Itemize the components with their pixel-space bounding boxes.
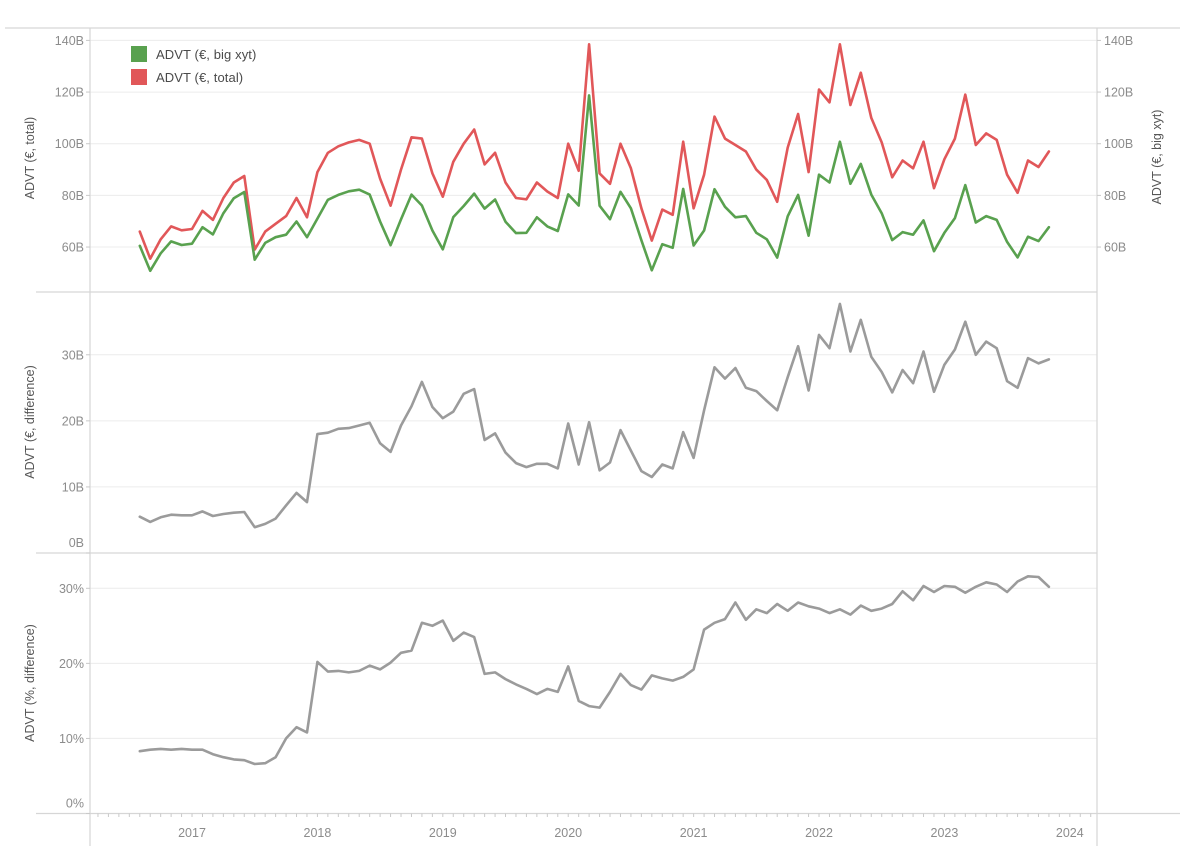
x-tick-label-year: 2020 — [554, 826, 582, 840]
y-tick-label: 10B — [62, 480, 84, 494]
x-tick-label-year: 2021 — [680, 826, 708, 840]
legend: ADVT (€, big xyt) ADVT (€, total) — [131, 46, 256, 85]
y-tick-label: 80B — [62, 189, 84, 203]
y-tick-label: 100B — [55, 137, 84, 151]
y-tick-label: 60B — [62, 241, 84, 255]
x-tick-label-year: 2024 — [1056, 826, 1084, 840]
series-line-advt-big-xyt-[interactable] — [138, 94, 1051, 273]
x-tick-label-year: 2018 — [304, 826, 332, 840]
y-tick-label-right: 100B — [1104, 137, 1133, 151]
y-tick-label-right: 120B — [1104, 86, 1133, 100]
series-line-advt-%-difference-[interactable] — [138, 574, 1051, 766]
x-tick-label-year: 2017 — [178, 826, 206, 840]
y-axis-title-difference-eur: ADVT (€, difference) — [23, 365, 37, 478]
y-axis-title-big-xyt: ADVT (€, big xyt) — [1150, 110, 1164, 205]
x-tick-label-year: 2022 — [805, 826, 833, 840]
y-tick-label: 30B — [62, 348, 84, 362]
y-tick-label: 30% — [59, 582, 84, 596]
y-tick-label-right: 60B — [1104, 241, 1126, 255]
y-tick-label: 10% — [59, 732, 84, 746]
y-tick-label-right: 140B — [1104, 34, 1133, 48]
y-tick-label-right: 80B — [1104, 189, 1126, 203]
y-tick-label: 0% — [66, 797, 84, 811]
series-line-advt-total-[interactable] — [138, 42, 1051, 261]
legend-label-total: ADVT (€, total) — [156, 69, 244, 85]
y-tick-label: 20B — [62, 414, 84, 428]
x-tick-label-year: 2019 — [429, 826, 457, 840]
series-line-advt-difference-[interactable] — [138, 302, 1051, 529]
y-axis-title-total: ADVT (€, total) — [23, 117, 37, 199]
legend-swatch-total — [131, 69, 147, 85]
x-tick-label-year: 2023 — [931, 826, 959, 840]
y-tick-label: 140B — [55, 34, 84, 48]
y-axis-title-difference-pct: ADVT (%, difference) — [23, 624, 37, 742]
y-tick-label: 0B — [69, 536, 84, 550]
legend-item-total[interactable]: ADVT (€, total) — [131, 69, 256, 85]
legend-item-big-xyt[interactable]: ADVT (€, big xyt) — [131, 46, 256, 62]
y-tick-label: 120B — [55, 86, 84, 100]
legend-swatch-big-xyt — [131, 46, 147, 62]
y-tick-label: 20% — [59, 657, 84, 671]
legend-label-big-xyt: ADVT (€, big xyt) — [156, 46, 257, 62]
